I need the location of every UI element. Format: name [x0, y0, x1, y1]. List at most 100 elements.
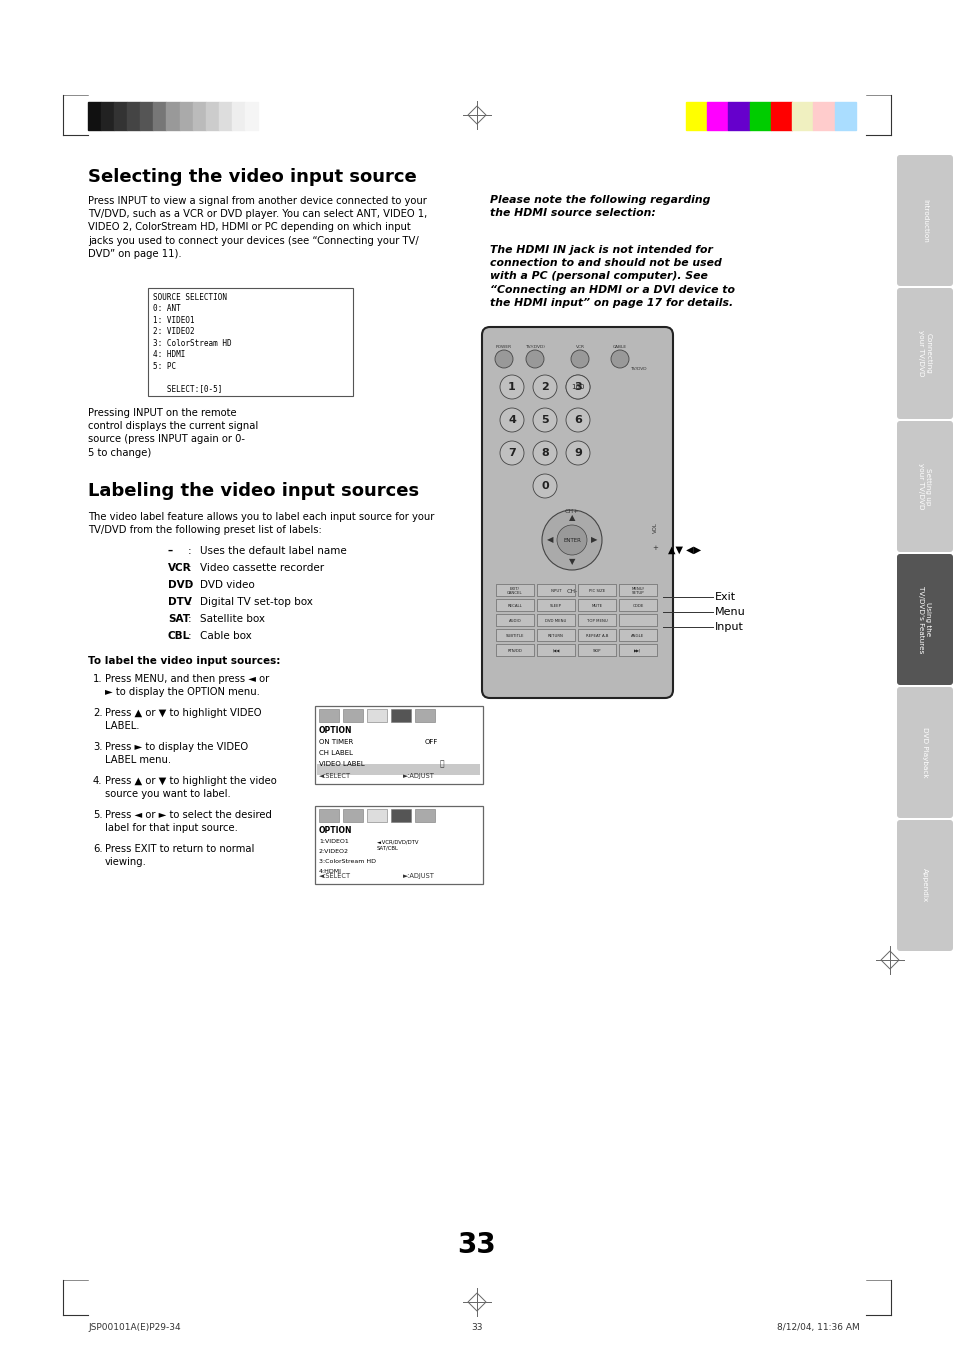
Bar — [578, 644, 616, 657]
Text: SUBTITLE: SUBTITLE — [505, 634, 524, 638]
Bar — [578, 613, 616, 626]
Text: ENTER: ENTER — [562, 538, 580, 543]
Text: ◄:VCR/DVD/DTV: ◄:VCR/DVD/DTV — [376, 839, 419, 844]
Circle shape — [565, 440, 589, 465]
Bar — [314, 807, 482, 884]
Text: Selecting the video input source: Selecting the video input source — [88, 168, 416, 186]
Text: –: – — [168, 546, 172, 557]
Text: EXIT/
CANCEL: EXIT/ CANCEL — [507, 588, 522, 594]
Text: REPEAT A-B: REPEAT A-B — [585, 634, 608, 638]
Text: MUTE: MUTE — [591, 604, 602, 608]
Text: 33: 33 — [457, 1231, 496, 1259]
Text: SOURCE SELECTION
0: ANT
1: VIDEO1
2: VIDEO2
3: ColorStream HD
4: HDMI
5: PC

   : SOURCE SELECTION 0: ANT 1: VIDEO1 2: VID… — [152, 293, 232, 393]
Text: ◄:SELECT: ◄:SELECT — [318, 773, 351, 780]
Bar — [618, 584, 657, 596]
Bar — [140, 101, 153, 130]
Text: DVD Playback: DVD Playback — [921, 727, 927, 778]
Text: Appendix: Appendix — [921, 869, 927, 902]
Text: 6: 6 — [574, 415, 581, 426]
Bar — [218, 101, 232, 130]
Text: 1: 1 — [508, 382, 516, 392]
Text: 3:ColorStream HD: 3:ColorStream HD — [318, 859, 375, 865]
Bar — [496, 598, 534, 611]
Bar — [127, 101, 140, 130]
Text: :: : — [188, 597, 192, 607]
Text: The video label feature allows you to label each input source for your
TV/DVD fr: The video label feature allows you to la… — [88, 512, 434, 535]
Text: 3.: 3. — [92, 742, 102, 753]
Bar — [537, 630, 575, 640]
Text: POWER: POWER — [496, 345, 512, 349]
Bar — [391, 809, 411, 821]
Text: 2: 2 — [540, 382, 548, 392]
Bar — [834, 101, 855, 130]
Bar — [618, 644, 657, 657]
Text: Press ▲ or ▼ to highlight VIDEO
LABEL.: Press ▲ or ▼ to highlight VIDEO LABEL. — [105, 708, 261, 731]
Text: OFF: OFF — [424, 739, 438, 744]
Circle shape — [541, 509, 601, 570]
FancyBboxPatch shape — [896, 554, 952, 685]
Text: 2.: 2. — [92, 708, 103, 717]
Text: Menu: Menu — [714, 607, 745, 617]
Text: Press ◄ or ► to select the desired
label for that input source.: Press ◄ or ► to select the desired label… — [105, 811, 272, 832]
Text: The HDMI IN jack is not intended for
connection to and should not be used
with a: The HDMI IN jack is not intended for con… — [490, 245, 734, 308]
Text: +: + — [652, 544, 658, 551]
Bar — [179, 101, 193, 130]
Circle shape — [533, 376, 557, 399]
Text: 33: 33 — [471, 1323, 482, 1332]
Text: ▼: ▼ — [568, 558, 575, 566]
Bar — [206, 101, 218, 130]
Text: :: : — [188, 563, 192, 573]
Text: DVD: DVD — [168, 580, 193, 590]
Text: Using the
TV/DVD's Features: Using the TV/DVD's Features — [918, 586, 930, 653]
FancyBboxPatch shape — [896, 422, 952, 553]
Bar — [316, 765, 479, 775]
Text: 4: 4 — [508, 415, 516, 426]
Text: CODE: CODE — [632, 604, 643, 608]
Bar — [367, 709, 387, 721]
Bar — [318, 809, 338, 821]
Text: CH LABEL: CH LABEL — [318, 750, 353, 757]
Circle shape — [571, 350, 588, 367]
Text: :: : — [188, 580, 192, 590]
Text: :: : — [188, 613, 192, 624]
Bar — [415, 709, 435, 721]
Bar — [537, 584, 575, 596]
Text: DTV: DTV — [168, 597, 192, 607]
Text: OPTION: OPTION — [318, 725, 352, 735]
Bar — [153, 101, 166, 130]
Circle shape — [565, 376, 589, 399]
Text: Satellite box: Satellite box — [200, 613, 265, 624]
Text: Please note the following regarding
the HDMI source selection:: Please note the following regarding the … — [490, 195, 710, 218]
Text: Connecting
your TV/DVD: Connecting your TV/DVD — [918, 330, 930, 377]
Circle shape — [499, 440, 523, 465]
Text: 100: 100 — [571, 384, 584, 390]
FancyBboxPatch shape — [896, 820, 952, 951]
Text: VCR: VCR — [168, 563, 192, 573]
Bar — [232, 101, 245, 130]
Bar — [496, 644, 534, 657]
Text: CBL: CBL — [168, 631, 190, 640]
Bar — [148, 288, 353, 396]
Text: SKIP: SKIP — [592, 648, 600, 653]
Bar — [618, 598, 657, 611]
Bar — [618, 613, 657, 626]
Text: PIC SIZE: PIC SIZE — [588, 589, 604, 593]
Bar — [314, 707, 482, 784]
Text: ▲▼ ◀▶: ▲▼ ◀▶ — [667, 544, 700, 555]
Text: CH-: CH- — [566, 589, 578, 594]
Bar — [496, 630, 534, 640]
Bar — [193, 101, 206, 130]
Text: DVD video: DVD video — [200, 580, 254, 590]
Bar — [496, 613, 534, 626]
Text: TV/(DVD): TV/(DVD) — [524, 345, 544, 349]
Text: TV/DVD: TV/DVD — [629, 367, 645, 372]
Text: CABLE: CABLE — [612, 345, 626, 349]
Text: 4:HDMI: 4:HDMI — [318, 869, 341, 874]
Text: TOP MENU: TOP MENU — [586, 619, 607, 623]
Bar — [749, 101, 770, 130]
Text: OPTION: OPTION — [318, 825, 352, 835]
Circle shape — [533, 474, 557, 499]
Text: SAT: SAT — [168, 613, 190, 624]
Text: Press ▲ or ▼ to highlight the video
source you want to label.: Press ▲ or ▼ to highlight the video sour… — [105, 775, 276, 798]
Text: Labeling the video input sources: Labeling the video input sources — [88, 482, 418, 500]
